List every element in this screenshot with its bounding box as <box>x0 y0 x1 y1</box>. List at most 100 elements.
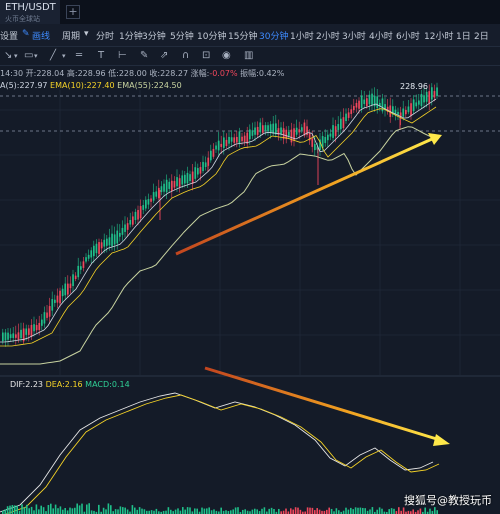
chevron-down-icon[interactable]: ▾ <box>34 52 38 60</box>
interval-5m[interactable]: 5分钟 <box>170 32 194 42</box>
lock-icon[interactable]: ⊡ <box>202 50 211 61</box>
macd-bar <box>275 511 278 514</box>
macd-bar <box>165 510 167 514</box>
add-tab-icon[interactable]: + <box>66 5 80 19</box>
candle <box>228 136 230 144</box>
macd-bar <box>191 511 194 514</box>
candle <box>329 133 332 137</box>
eye-icon[interactable]: ◉ <box>222 50 231 61</box>
candle <box>418 100 420 105</box>
change-value: -0.07% <box>209 69 238 78</box>
pointer-icon[interactable]: ↘ <box>4 50 13 61</box>
macd-bar <box>316 508 318 514</box>
macd-bar <box>124 507 126 514</box>
macd-bar <box>189 507 191 514</box>
macd-bar <box>2 510 4 514</box>
macd-bar <box>153 510 155 514</box>
macd-bar <box>426 511 429 514</box>
macd-bar <box>383 511 386 514</box>
macd-bar <box>390 508 393 514</box>
draw-line-button[interactable]: 画线 <box>32 32 51 42</box>
candle <box>173 181 176 188</box>
period-dropdown[interactable]: 周期 <box>62 32 81 42</box>
interval-3m[interactable]: 3分钟 <box>142 32 166 42</box>
tab-eth-usdt[interactable]: ETH/USDT 火币全球站 <box>0 0 60 24</box>
interval-1m[interactable]: 1分钟 <box>119 32 143 42</box>
macd-bar <box>155 508 158 514</box>
macd-bar <box>95 511 98 514</box>
macd-bar <box>357 507 359 514</box>
draw-line-icon[interactable]: ✎ <box>22 29 30 39</box>
text-tool-icon[interactable]: T <box>98 50 105 61</box>
macd-bar <box>314 510 316 514</box>
chevron-down-icon[interactable]: ▾ <box>84 29 89 39</box>
macd-bar <box>330 508 333 514</box>
macd-bar <box>9 505 11 514</box>
candle <box>163 183 165 192</box>
macd-bar <box>263 507 266 514</box>
measure-icon[interactable]: ⊢ <box>118 50 127 61</box>
chevron-down-icon[interactable]: ▾ <box>62 52 66 60</box>
candle <box>87 254 90 259</box>
candle <box>394 109 397 115</box>
candle <box>267 125 269 132</box>
line-tool-icon[interactable]: ╱ <box>50 50 57 61</box>
candle <box>436 87 438 97</box>
macd-bar <box>105 509 107 514</box>
macd-bar <box>26 504 28 514</box>
interval-1h[interactable]: 1小时 <box>290 32 314 42</box>
candle <box>321 136 324 148</box>
interval-1d[interactable]: 1日 <box>456 32 471 42</box>
macd-bar <box>146 510 148 514</box>
macd-bar <box>371 507 374 514</box>
candle <box>366 98 368 107</box>
candle <box>314 144 316 151</box>
macd-bar <box>11 505 14 514</box>
interval-4h[interactable]: 4小时 <box>369 32 393 42</box>
candle <box>230 137 233 142</box>
magnet-icon[interactable]: ∩ <box>182 50 190 61</box>
candle <box>33 324 35 332</box>
candle <box>30 324 33 337</box>
pencil-icon[interactable]: ✎ <box>140 50 149 61</box>
candle <box>82 261 85 268</box>
macd-bar <box>323 510 326 514</box>
interval-30m[interactable]: 30分钟 <box>259 32 289 42</box>
macd-bar <box>405 511 407 514</box>
interval-12h[interactable]: 12小时 <box>424 32 454 42</box>
interval-10m[interactable]: 10分钟 <box>197 32 227 42</box>
candle <box>20 329 22 339</box>
interval-6h[interactable]: 6小时 <box>396 32 420 42</box>
macd-bar <box>40 505 42 514</box>
candle <box>233 137 236 143</box>
interval-2d[interactable]: 2日 <box>474 32 489 42</box>
close-value: 228.27 <box>160 69 189 78</box>
macd-bar <box>218 511 220 514</box>
candle <box>415 102 418 107</box>
macd-bar <box>148 510 150 514</box>
candle <box>155 191 158 197</box>
interval-fenshi[interactable]: 分时 <box>96 32 115 42</box>
macd-bar <box>309 507 311 514</box>
candle <box>386 106 389 112</box>
candle <box>340 118 342 130</box>
macd-bar <box>407 510 410 514</box>
chevron-down-icon[interactable]: ▾ <box>14 52 18 60</box>
candle <box>381 98 384 112</box>
candle <box>251 130 254 136</box>
trash-icon[interactable]: ▥ <box>244 50 254 61</box>
macd-bar <box>114 509 117 514</box>
arrow-icon[interactable]: ⇗ <box>160 50 169 61</box>
ema10-label: EMA(10):227.40 <box>50 81 115 90</box>
trend-arrow-down <box>204 366 441 442</box>
candle <box>347 112 350 118</box>
settings-button[interactable]: 设置 <box>0 32 19 42</box>
macd-bar <box>366 510 369 514</box>
horizontal-line-icon[interactable]: ═ <box>76 50 83 61</box>
interval-15m[interactable]: 15分钟 <box>228 32 258 42</box>
interval-3h[interactable]: 3小时 <box>342 32 366 42</box>
rectangle-icon[interactable]: ▭ <box>24 50 34 61</box>
interval-2h[interactable]: 2小时 <box>316 32 340 42</box>
macd-bar <box>381 508 383 514</box>
